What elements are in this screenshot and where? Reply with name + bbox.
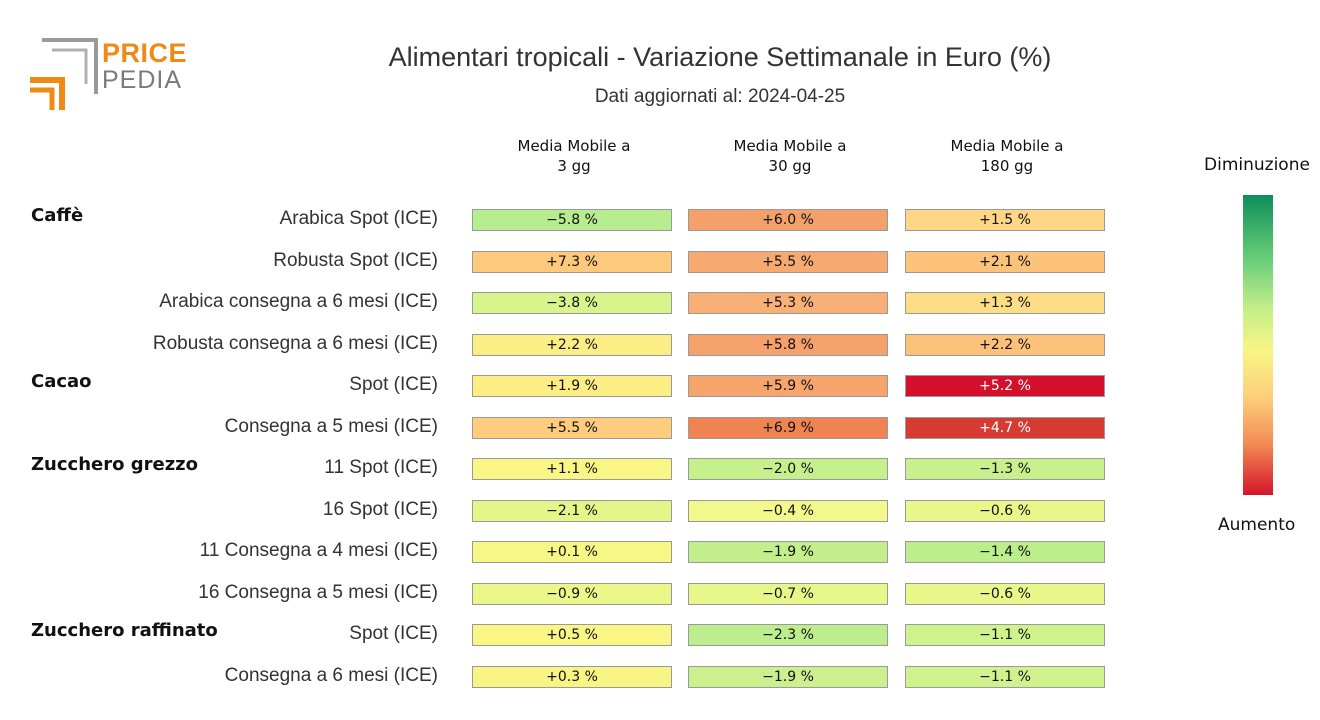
heatmap-cell: −1.1 % (905, 665, 1105, 688)
heatmap-cell: +5.8 % (688, 333, 888, 356)
heatmap-cell: −0.6 % (905, 582, 1105, 605)
heatmap-cell: +5.3 % (688, 292, 888, 314)
chart-title: Alimentari tropicali - Variazione Settim… (388, 42, 1052, 72)
column-header: Media Mobile a 3 gg (517, 137, 631, 175)
row-label: Robusta consegna a 6 mesi (ICE) (152, 332, 438, 354)
logo-text-price: PRICE (102, 38, 188, 68)
heatmap-cell: +1.3 % (905, 292, 1105, 314)
row-label: Spot (ICE) (349, 374, 438, 395)
heatmap-cell: +5.5 % (688, 250, 888, 273)
logo-mark-icon (30, 38, 98, 110)
group-label: Cacao (31, 371, 92, 392)
heatmap-cell: +5.2 % (905, 375, 1105, 397)
heatmap-cell: −2.0 % (688, 458, 888, 480)
chart-subtitle: Dati aggiornati al: 2024-04-25 (594, 86, 846, 107)
heatmap-cell: +0.1 % (472, 541, 672, 563)
row-label: Arabica consegna a 6 mesi (ICE) (159, 291, 438, 312)
heatmap-cell: −2.3 % (688, 624, 888, 646)
heatmap-cell: −2.1 % (472, 499, 672, 522)
heatmap-cell: −0.6 % (905, 499, 1105, 522)
legend-top-label: Diminuzione (1204, 155, 1310, 175)
logo-text-pedia: PEDIA (102, 66, 183, 94)
heatmap-cell: −3.8 % (472, 292, 672, 314)
row-label: Consegna a 5 mesi (ICE) (224, 415, 438, 437)
heatmap-cell: +5.9 % (688, 375, 888, 397)
row-label: Arabica Spot (ICE) (279, 208, 438, 229)
heatmap-cell: −0.4 % (688, 499, 888, 522)
heatmap-cell: −1.1 % (905, 624, 1105, 646)
heatmap-cell: +2.1 % (905, 250, 1105, 273)
row-label: 11 Spot (ICE) (324, 457, 438, 478)
heatmap-cell: +1.5 % (905, 209, 1105, 231)
heatmap-cell: +2.2 % (905, 333, 1105, 356)
heatmap-cell: −1.4 % (905, 541, 1105, 563)
heatmap-cell: +1.1 % (472, 458, 672, 480)
group-label: Zucchero grezzo (31, 454, 199, 475)
heatmap-cell: −0.9 % (472, 582, 672, 605)
column-header: Media Mobile a 180 gg (950, 137, 1064, 175)
heatmap-cell: +6.0 % (688, 209, 888, 231)
heatmap-cell: −5.8 % (472, 209, 672, 231)
group-label: Caffè (31, 205, 84, 226)
heatmap-cell: −1.9 % (688, 541, 888, 563)
heatmap-cell: +6.9 % (688, 416, 888, 439)
legend-bottom-label: Aumento (1218, 515, 1296, 535)
heatmap-cell: −0.7 % (688, 582, 888, 605)
row-label: 16 Spot (ICE) (322, 498, 438, 520)
color-scale-bar (1243, 195, 1273, 495)
heatmap-cell: +1.9 % (472, 375, 672, 397)
row-label: 16 Consegna a 5 mesi (ICE) (198, 581, 438, 603)
pricepedia-logo: PRICE PEDIA (28, 36, 188, 110)
row-label: 11 Consegna a 4 mesi (ICE) (199, 540, 438, 561)
column-header: Media Mobile a 30 gg (733, 137, 847, 175)
heatmap-cell: +2.2 % (472, 333, 672, 356)
heatmap-cell: +0.5 % (472, 624, 672, 646)
heatmap-cell: +0.3 % (472, 665, 672, 688)
heatmap-cell: −1.9 % (688, 665, 888, 688)
row-label: Spot (ICE) (349, 623, 438, 644)
row-label: Consegna a 6 mesi (ICE) (224, 664, 438, 686)
heatmap-cell: −1.3 % (905, 458, 1105, 480)
group-label: Zucchero raffinato (31, 620, 218, 641)
heatmap-cell: +7.3 % (472, 250, 672, 273)
heatmap-cell: +5.5 % (472, 416, 672, 439)
heatmap-cell: +4.7 % (905, 416, 1105, 439)
row-label: Robusta Spot (ICE) (273, 249, 438, 271)
